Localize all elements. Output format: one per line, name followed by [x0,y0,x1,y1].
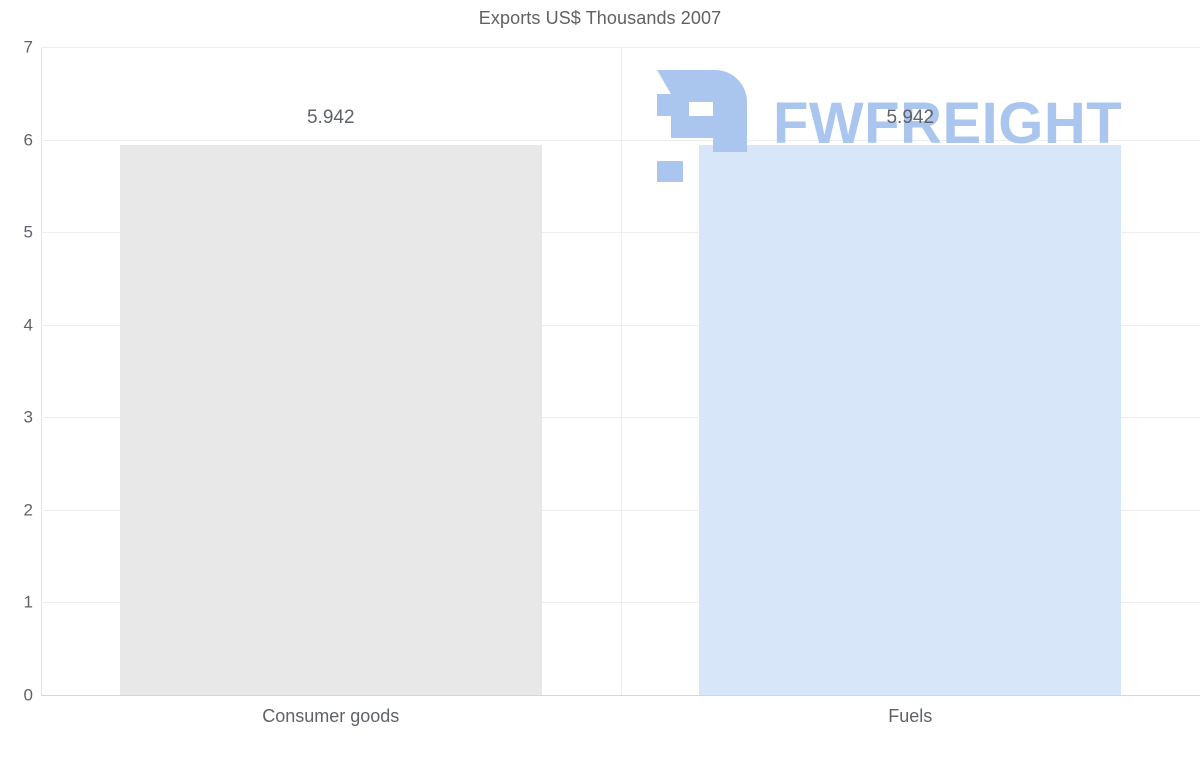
y-axis-tick-label: 3 [23,407,33,427]
bar-consumer-goods[interactable] [120,145,542,695]
x-axis-tick-label: Consumer goods [262,706,400,726]
gridline-horizontal [41,47,1200,48]
y-axis-tick-label: 1 [23,592,33,612]
gridline-horizontal [41,417,1200,418]
chart-title: Exports US$ Thousands 2007 [478,8,722,28]
gridline-horizontal [41,510,1200,511]
bar-value-label: 5.942 [306,106,355,128]
y-axis-tick-label: 7 [23,37,33,57]
bar-fuels[interactable] [699,145,1121,695]
gridline-horizontal [41,695,1200,696]
gridline-horizontal [41,232,1200,233]
y-axis-tick-label: 2 [23,500,33,520]
y-axis-line [41,47,42,695]
gridline-vertical [621,47,622,695]
y-axis-tick-labels: 0 1 2 3 4 5 6 7 [0,0,33,763]
y-axis-tick-label: 5 [23,222,33,242]
y-axis-tick-label: 4 [23,315,33,335]
gridline-horizontal [41,325,1200,326]
x-axis-tick-label: Fuels [888,706,933,726]
gridline-horizontal [41,602,1200,603]
plot-area [41,47,1200,696]
bar-value-label: 5.942 [886,106,935,128]
y-axis-tick-label: 6 [23,130,33,150]
y-axis-tick-label: 0 [23,685,33,705]
gridline-horizontal [41,140,1200,141]
